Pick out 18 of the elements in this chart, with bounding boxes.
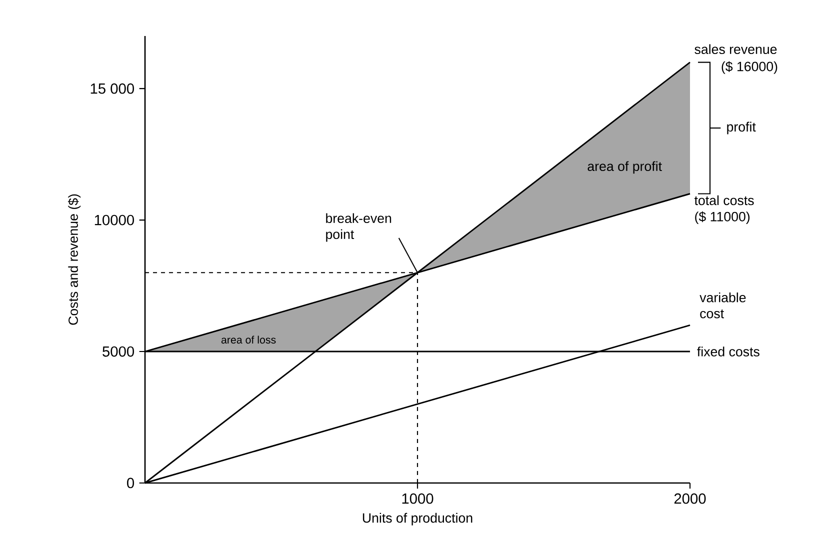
series-label: sales revenue xyxy=(694,44,777,54)
annotation: area of loss xyxy=(221,336,276,344)
y-tick-label: 0 xyxy=(127,478,134,488)
text: ($ 16000) xyxy=(722,61,778,74)
x-tick-label: 2000 xyxy=(674,493,706,504)
series-label: fixed costs xyxy=(697,346,760,356)
annotation: break-even point xyxy=(326,213,392,242)
y-tick-label: 15 000 xyxy=(90,83,134,94)
series-label: total costs xyxy=(694,195,754,206)
y-tick-label: 10000 xyxy=(94,214,134,226)
text: ($ 11000) xyxy=(695,211,750,224)
series-label: variable cost xyxy=(700,292,746,318)
text: profit xyxy=(727,122,756,134)
x-axis-title: Units of production xyxy=(362,512,472,526)
y-axis-title: Costs and revenue ($) xyxy=(68,194,81,325)
annotation: area of profit xyxy=(588,161,662,174)
y-tick-label: 5000 xyxy=(102,346,134,357)
x-tick-label: 1000 xyxy=(402,493,434,504)
